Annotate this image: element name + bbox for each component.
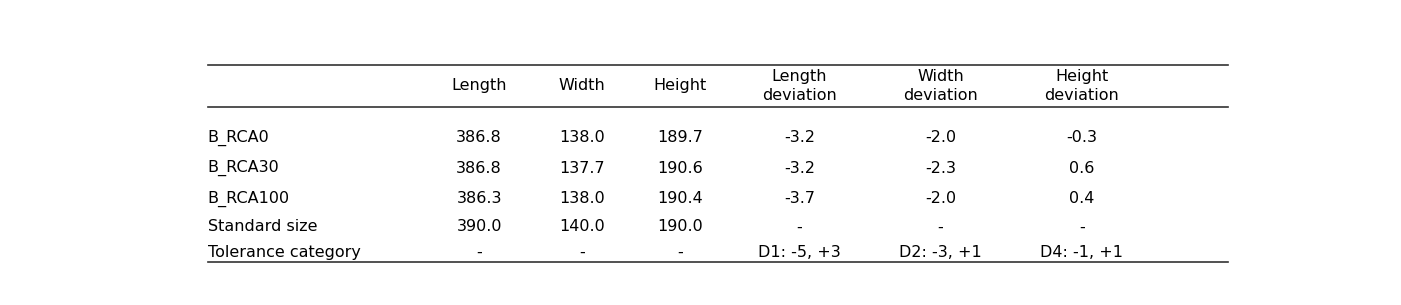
Text: B_RCA30: B_RCA30 <box>207 160 279 176</box>
Text: B_RCA100: B_RCA100 <box>207 191 290 207</box>
Text: -0.3: -0.3 <box>1066 130 1097 145</box>
Text: Tolerance category: Tolerance category <box>207 245 360 260</box>
Text: Width: Width <box>559 78 605 93</box>
Text: 190.0: 190.0 <box>657 219 703 234</box>
Text: 386.3: 386.3 <box>457 191 502 206</box>
Text: 0.4: 0.4 <box>1069 191 1094 206</box>
Text: 190.4: 190.4 <box>657 191 703 206</box>
Text: 138.0: 138.0 <box>559 130 605 145</box>
Text: -: - <box>580 245 586 260</box>
Text: -: - <box>476 245 482 260</box>
Text: -3.2: -3.2 <box>785 130 815 145</box>
Text: 0.6: 0.6 <box>1069 161 1094 176</box>
Text: 390.0: 390.0 <box>457 219 502 234</box>
Text: D2: -3, +1: D2: -3, +1 <box>899 245 982 260</box>
Text: B_RCA0: B_RCA0 <box>207 130 269 146</box>
Text: D4: -1, +1: D4: -1, +1 <box>1041 245 1124 260</box>
Text: 386.8: 386.8 <box>457 130 502 145</box>
Text: 138.0: 138.0 <box>559 191 605 206</box>
Text: 190.6: 190.6 <box>657 161 703 176</box>
Text: -: - <box>797 219 803 234</box>
Text: Length
deviation: Length deviation <box>762 69 836 103</box>
Text: Width
deviation: Width deviation <box>904 69 978 103</box>
Text: 386.8: 386.8 <box>457 161 502 176</box>
Text: -: - <box>1079 219 1084 234</box>
Text: -3.2: -3.2 <box>785 161 815 176</box>
Text: 140.0: 140.0 <box>559 219 605 234</box>
Text: Height
deviation: Height deviation <box>1044 69 1119 103</box>
Text: -2.0: -2.0 <box>925 130 955 145</box>
Text: Standard size: Standard size <box>207 219 317 234</box>
Text: -: - <box>937 219 943 234</box>
Text: Length: Length <box>451 78 507 93</box>
Text: -2.3: -2.3 <box>925 161 955 176</box>
Text: -: - <box>677 245 682 260</box>
Text: Height: Height <box>653 78 706 93</box>
Text: D1: -5, +3: D1: -5, +3 <box>758 245 841 260</box>
Text: 137.7: 137.7 <box>559 161 605 176</box>
Text: 189.7: 189.7 <box>657 130 703 145</box>
Text: -2.0: -2.0 <box>925 191 955 206</box>
Text: -3.7: -3.7 <box>785 191 815 206</box>
